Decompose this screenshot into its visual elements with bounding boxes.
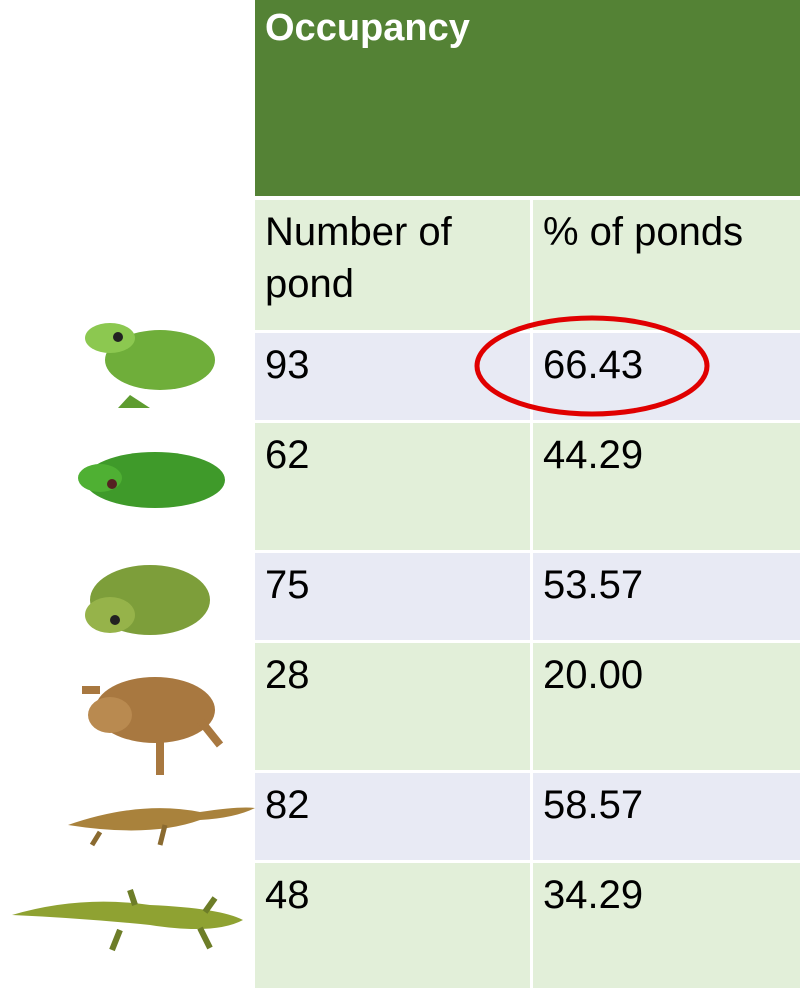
toad-icon — [82, 677, 224, 775]
table-cell: 28 — [255, 643, 530, 770]
table-cell: 62 — [255, 423, 530, 550]
table-cell: 66.43 — [533, 333, 800, 420]
newt-icon — [68, 807, 255, 847]
table-title: Occupancy — [255, 0, 800, 196]
table-cell: 34.29 — [533, 863, 800, 988]
column-header: Number of pond — [255, 200, 530, 330]
table-cell: 75 — [255, 553, 530, 640]
table-cell: 20.00 — [533, 643, 800, 770]
table-cell: 48 — [255, 863, 530, 988]
table-cell: 82 — [255, 773, 530, 860]
frog-icon — [78, 452, 225, 508]
table-cell: 53.57 — [533, 553, 800, 640]
table-cell: 58.57 — [533, 773, 800, 860]
salamander-icon — [12, 889, 243, 952]
table-cell: 44.29 — [533, 423, 800, 550]
frog-icon — [85, 565, 210, 635]
frog-icon — [85, 323, 215, 408]
column-header: % of ponds — [533, 200, 800, 330]
highlight-circle — [474, 315, 710, 417]
